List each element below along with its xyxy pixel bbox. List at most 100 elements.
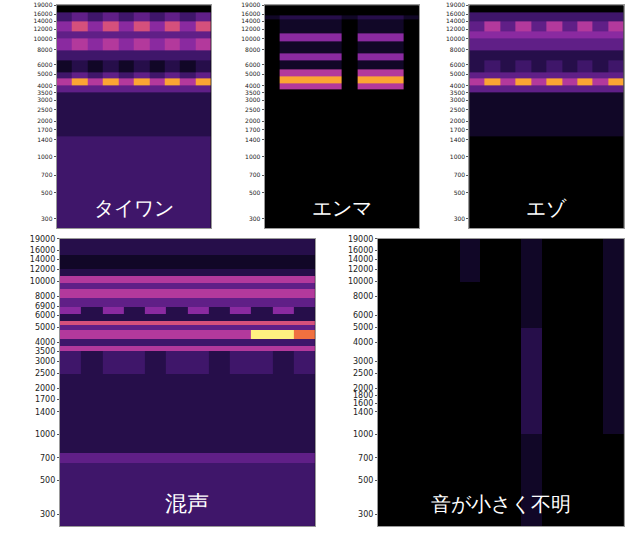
svg-text:3500: 3500 xyxy=(450,89,465,96)
svg-text:500: 500 xyxy=(41,189,53,196)
svg-text:タイワン: タイワン xyxy=(94,196,174,220)
svg-text:300: 300 xyxy=(40,510,55,519)
svg-text:2000: 2000 xyxy=(245,117,260,124)
svg-text:3000: 3000 xyxy=(35,357,55,366)
svg-text:1000: 1000 xyxy=(35,430,55,439)
svg-text:1000: 1000 xyxy=(245,153,260,160)
svg-text:700: 700 xyxy=(41,171,53,178)
svg-text:3000: 3000 xyxy=(245,96,260,103)
svg-text:19000: 19000 xyxy=(446,1,465,8)
svg-text:1400: 1400 xyxy=(353,408,373,417)
svg-text:16000: 16000 xyxy=(241,10,260,17)
svg-text:10000: 10000 xyxy=(33,35,52,42)
svg-text:300: 300 xyxy=(41,215,53,222)
svg-text:4000: 4000 xyxy=(245,82,260,89)
svg-text:1000: 1000 xyxy=(450,153,465,160)
svg-text:14000: 14000 xyxy=(446,17,465,24)
svg-text:1000: 1000 xyxy=(353,430,373,439)
svg-text:500: 500 xyxy=(40,476,55,485)
svg-text:3500: 3500 xyxy=(35,347,55,356)
svg-text:3500: 3500 xyxy=(37,89,52,96)
svg-text:6000: 6000 xyxy=(450,61,465,68)
svg-text:2500: 2500 xyxy=(245,106,260,113)
svg-text:16000: 16000 xyxy=(348,246,373,255)
svg-text:エンマ: エンマ xyxy=(312,196,372,220)
svg-text:5000: 5000 xyxy=(35,323,55,332)
svg-text:19000: 19000 xyxy=(348,235,373,244)
svg-text:1700: 1700 xyxy=(37,126,52,133)
svg-text:6900: 6900 xyxy=(35,302,55,311)
svg-text:10000: 10000 xyxy=(348,277,373,286)
svg-text:1800: 1800 xyxy=(353,391,373,400)
svg-text:1700: 1700 xyxy=(35,395,55,404)
svg-text:14000: 14000 xyxy=(30,255,55,264)
svg-text:1400: 1400 xyxy=(450,136,465,143)
svg-text:2500: 2500 xyxy=(353,369,373,378)
svg-text:10000: 10000 xyxy=(241,35,260,42)
svg-text:2000: 2000 xyxy=(37,117,52,124)
svg-text:2000: 2000 xyxy=(35,384,55,393)
svg-text:6000: 6000 xyxy=(35,311,55,320)
svg-text:12000: 12000 xyxy=(30,265,55,274)
svg-text:1600: 1600 xyxy=(353,399,373,408)
svg-text:16000: 16000 xyxy=(33,10,52,17)
svg-text:300: 300 xyxy=(358,510,373,519)
svg-text:300: 300 xyxy=(454,215,466,222)
svg-text:2000: 2000 xyxy=(353,384,373,393)
svg-text:10000: 10000 xyxy=(446,35,465,42)
svg-text:3000: 3000 xyxy=(353,357,373,366)
svg-text:5000: 5000 xyxy=(450,70,465,77)
svg-text:12000: 12000 xyxy=(348,265,373,274)
svg-text:500: 500 xyxy=(249,189,261,196)
svg-text:10000: 10000 xyxy=(30,277,55,286)
svg-text:500: 500 xyxy=(454,189,466,196)
svg-text:8000: 8000 xyxy=(37,46,52,53)
svg-text:1700: 1700 xyxy=(245,126,260,133)
svg-text:3000: 3000 xyxy=(37,96,52,103)
svg-text:4000: 4000 xyxy=(450,82,465,89)
svg-text:12000: 12000 xyxy=(446,25,465,32)
svg-text:4000: 4000 xyxy=(35,338,55,347)
svg-text:700: 700 xyxy=(454,171,466,178)
svg-text:700: 700 xyxy=(40,454,55,463)
svg-text:700: 700 xyxy=(249,171,261,178)
svg-text:8000: 8000 xyxy=(353,292,373,301)
svg-text:1000: 1000 xyxy=(37,153,52,160)
svg-text:14000: 14000 xyxy=(33,17,52,24)
svg-text:700: 700 xyxy=(358,454,373,463)
svg-text:4000: 4000 xyxy=(37,82,52,89)
svg-text:19000: 19000 xyxy=(241,1,260,8)
svg-text:2500: 2500 xyxy=(37,106,52,113)
svg-text:6000: 6000 xyxy=(245,61,260,68)
svg-text:14000: 14000 xyxy=(241,17,260,24)
svg-text:6000: 6000 xyxy=(353,311,373,320)
svg-text:6000: 6000 xyxy=(37,61,52,68)
svg-text:300: 300 xyxy=(249,215,261,222)
svg-text:19000: 19000 xyxy=(33,1,52,8)
svg-text:1400: 1400 xyxy=(35,408,55,417)
svg-text:エゾ: エゾ xyxy=(526,196,567,220)
svg-text:1400: 1400 xyxy=(245,136,260,143)
svg-text:16000: 16000 xyxy=(30,246,55,255)
svg-text:14000: 14000 xyxy=(348,255,373,264)
svg-text:2000: 2000 xyxy=(450,117,465,124)
svg-text:5000: 5000 xyxy=(353,323,373,332)
svg-text:混声: 混声 xyxy=(165,491,209,516)
svg-text:3500: 3500 xyxy=(245,89,260,96)
svg-text:2500: 2500 xyxy=(450,106,465,113)
svg-text:3000: 3000 xyxy=(450,96,465,103)
svg-text:2500: 2500 xyxy=(35,369,55,378)
svg-text:19000: 19000 xyxy=(30,235,55,244)
svg-text:12000: 12000 xyxy=(241,25,260,32)
svg-text:8000: 8000 xyxy=(450,46,465,53)
svg-text:5000: 5000 xyxy=(37,70,52,77)
svg-text:500: 500 xyxy=(358,476,373,485)
svg-text:5000: 5000 xyxy=(245,70,260,77)
svg-text:16000: 16000 xyxy=(446,10,465,17)
svg-text:8000: 8000 xyxy=(245,46,260,53)
svg-text:1400: 1400 xyxy=(37,136,52,143)
svg-text:1700: 1700 xyxy=(450,126,465,133)
svg-text:4000: 4000 xyxy=(353,338,373,347)
svg-text:音が小さく不明: 音が小さく不明 xyxy=(431,492,571,516)
svg-text:12000: 12000 xyxy=(33,25,52,32)
